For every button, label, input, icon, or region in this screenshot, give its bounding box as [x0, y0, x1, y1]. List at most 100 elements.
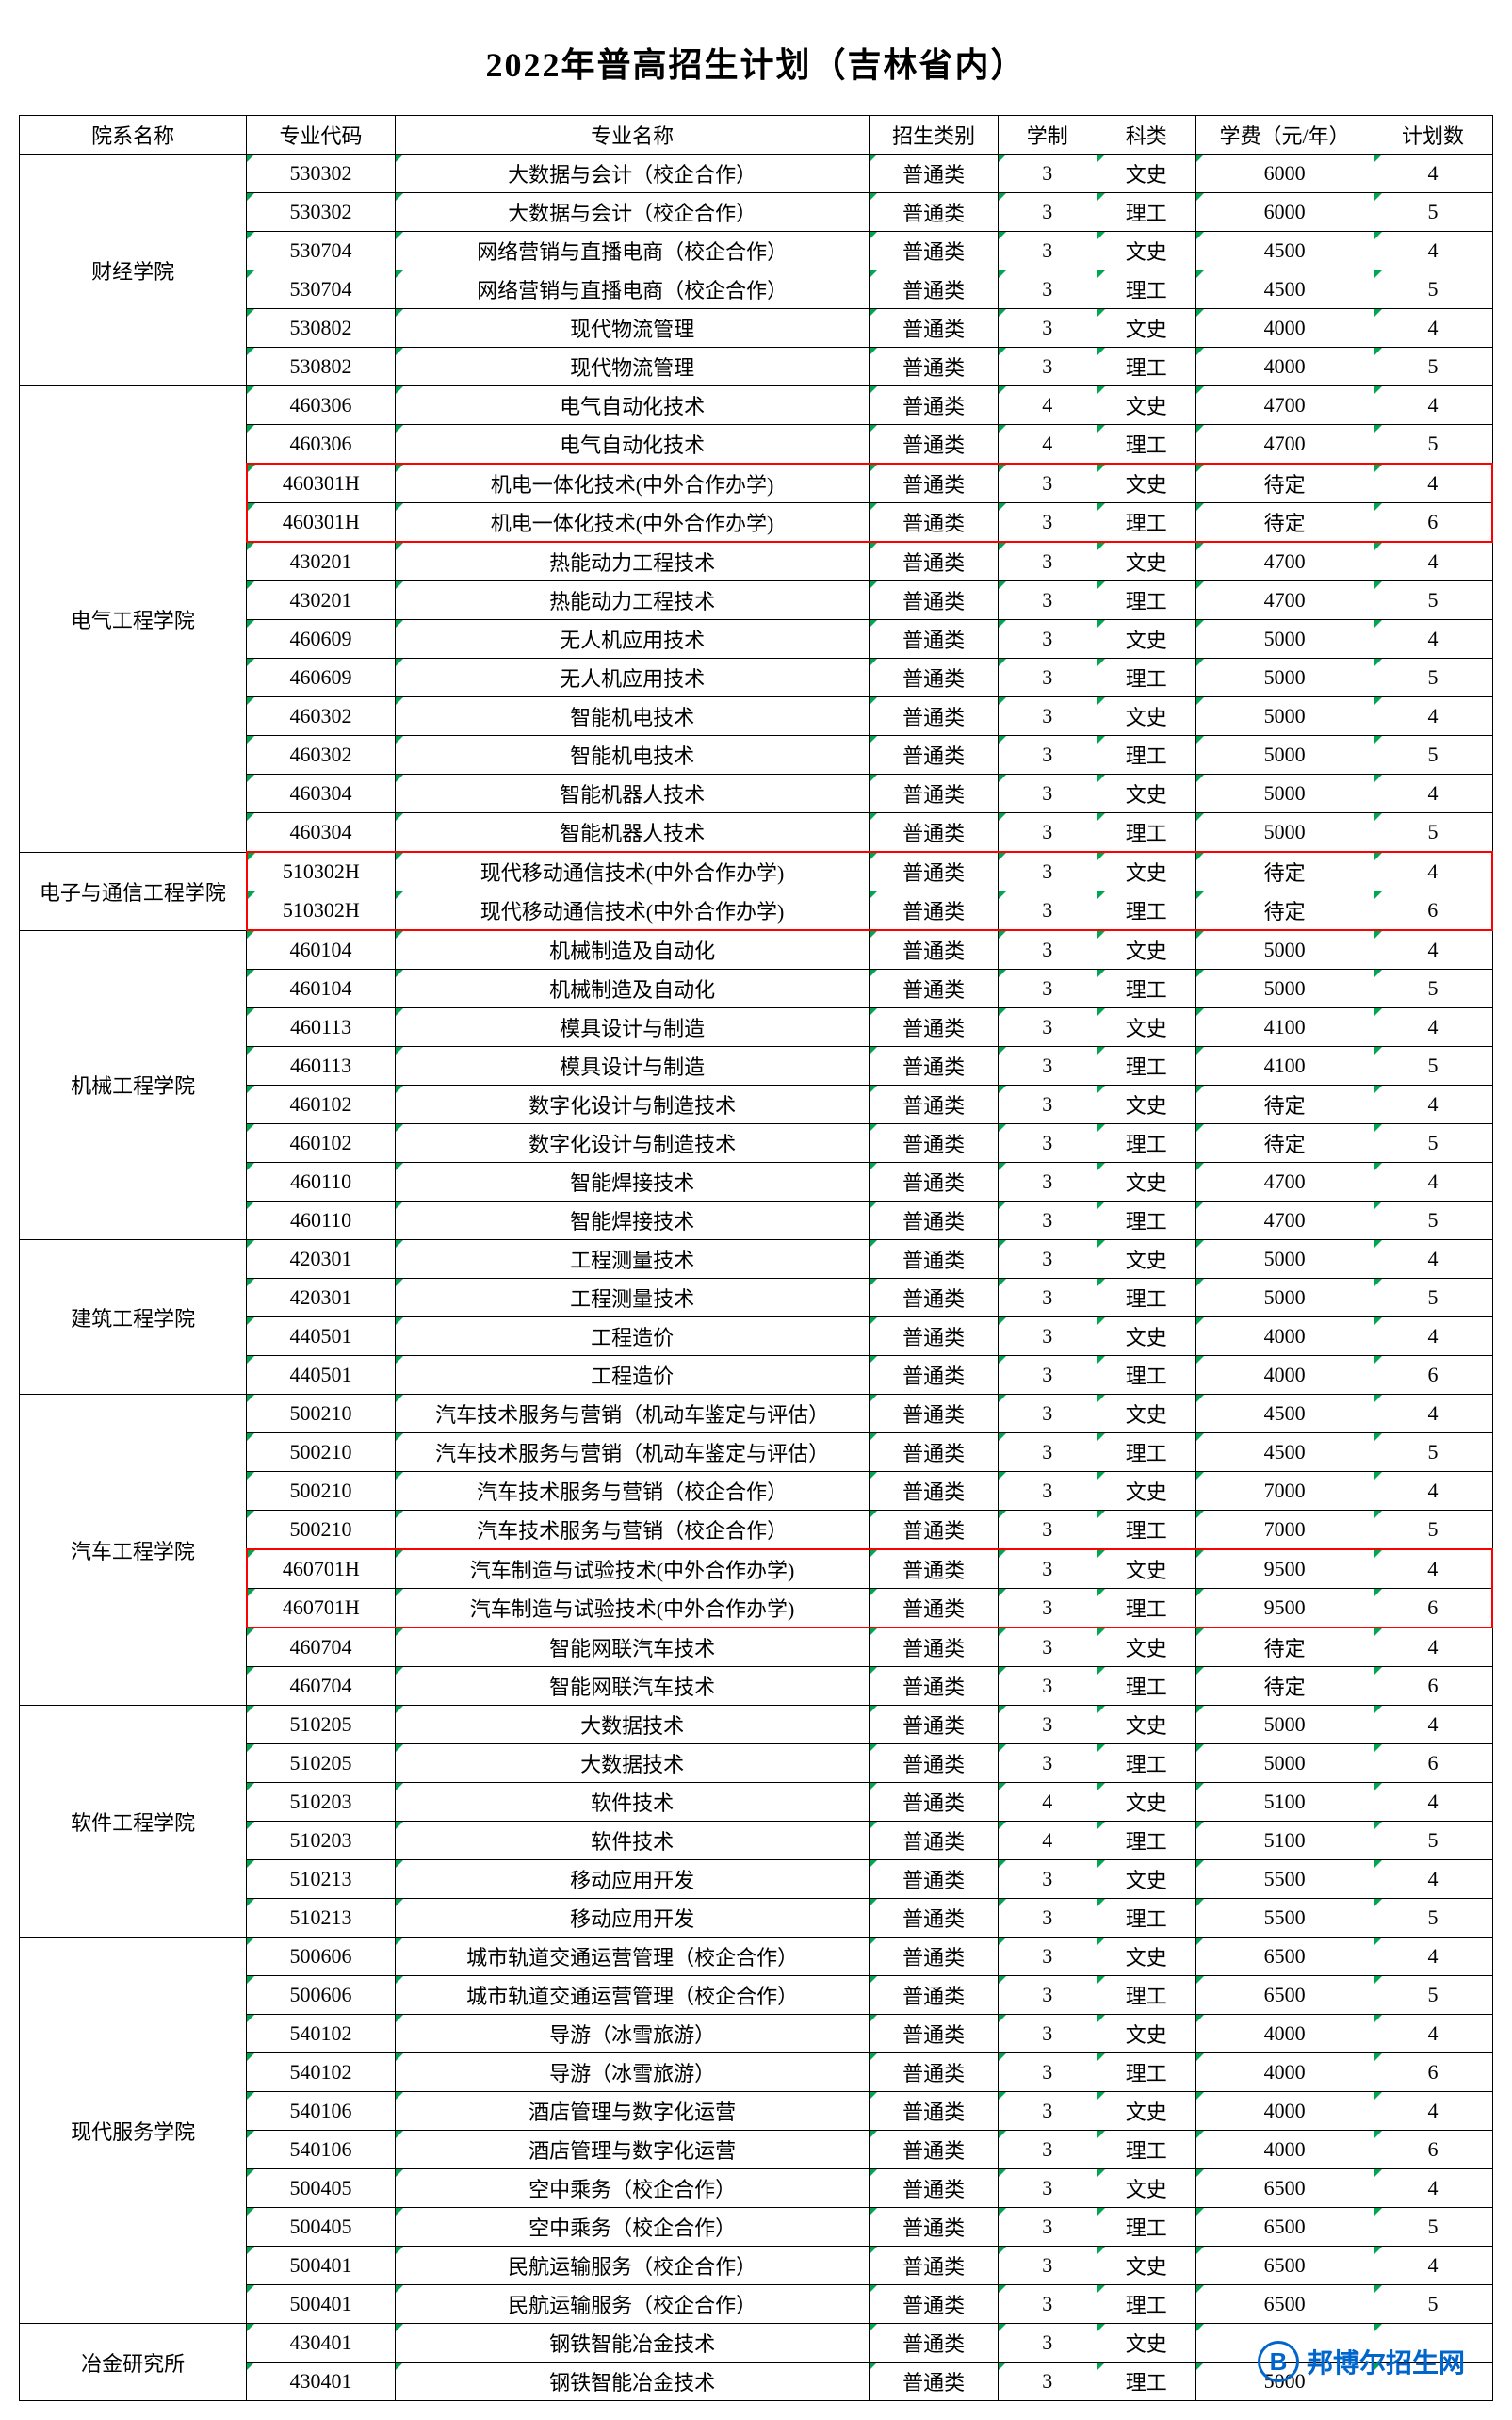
cell-subject: 理工: [1097, 659, 1195, 697]
cell-duration: 3: [998, 1549, 1097, 1589]
cell-duration: 3: [998, 891, 1097, 931]
cell-plan: 5: [1374, 2208, 1492, 2247]
cell-code: 500606: [247, 1976, 395, 2015]
cell-category: 普通类: [870, 1433, 998, 1472]
cell-fee: 待定: [1195, 891, 1374, 931]
cell-fee: 4000: [1195, 309, 1374, 348]
cell-code: 460701H: [247, 1549, 395, 1589]
cell-major: 空中乘务（校企合作）: [395, 2208, 870, 2247]
header-dept: 院系名称: [20, 116, 247, 155]
table-header-row: 院系名称 专业代码 专业名称 招生类别 学制 科类 学费（元/年） 计划数: [20, 116, 1493, 155]
cell-plan: 4: [1374, 1783, 1492, 1822]
cell-code: 460113: [247, 1047, 395, 1086]
cell-subject: 文史: [1097, 1317, 1195, 1356]
cell-subject: 文史: [1097, 620, 1195, 659]
cell-major: 智能网联汽车技术: [395, 1627, 870, 1667]
cell-duration: 3: [998, 2092, 1097, 2131]
cell-major: 现代移动通信技术(中外合作办学): [395, 852, 870, 891]
cell-plan: 6: [1374, 2131, 1492, 2169]
cell-plan: 5: [1374, 193, 1492, 232]
cell-duration: 3: [998, 970, 1097, 1008]
cell-fee: 6500: [1195, 2208, 1374, 2247]
header-category: 招生类别: [870, 116, 998, 155]
cell-code: 460304: [247, 813, 395, 853]
cell-subject: 理工: [1097, 581, 1195, 620]
cell-major: 模具设计与制造: [395, 1047, 870, 1086]
cell-code: 460301H: [247, 503, 395, 543]
cell-fee: 5100: [1195, 1822, 1374, 1860]
cell-subject: 文史: [1097, 697, 1195, 736]
watermark: B 邦博尔招生网: [1258, 2341, 1465, 2382]
cell-major: 工程造价: [395, 1356, 870, 1395]
cell-fee: 待定: [1195, 1124, 1374, 1163]
cell-code: 460306: [247, 425, 395, 465]
cell-major: 空中乘务（校企合作）: [395, 2169, 870, 2208]
cell-subject: 文史: [1097, 386, 1195, 425]
cell-department: 冶金研究所: [20, 2324, 247, 2401]
cell-code: 460102: [247, 1086, 395, 1124]
watermark-logo-icon: B: [1258, 2341, 1299, 2382]
cell-fee: 4100: [1195, 1008, 1374, 1047]
cell-category: 普通类: [870, 1356, 998, 1395]
cell-category: 普通类: [870, 1202, 998, 1240]
cell-duration: 3: [998, 1899, 1097, 1938]
cell-fee: 4500: [1195, 1395, 1374, 1433]
cell-duration: 3: [998, 193, 1097, 232]
cell-plan: 4: [1374, 1627, 1492, 1667]
cell-code: 500210: [247, 1395, 395, 1433]
cell-department: 现代服务学院: [20, 1938, 247, 2324]
watermark-text: 邦博尔招生网: [1307, 2343, 1465, 2380]
cell-category: 普通类: [870, 2053, 998, 2092]
cell-duration: 3: [998, 1472, 1097, 1511]
cell-duration: 3: [998, 1356, 1097, 1395]
cell-fee: 5000: [1195, 736, 1374, 775]
cell-subject: 文史: [1097, 542, 1195, 581]
cell-duration: 3: [998, 2208, 1097, 2247]
cell-plan: 5: [1374, 348, 1492, 386]
cell-category: 普通类: [870, 1589, 998, 1628]
cell-subject: 理工: [1097, 1976, 1195, 2015]
cell-duration: 3: [998, 2285, 1097, 2324]
cell-category: 普通类: [870, 542, 998, 581]
cell-major: 大数据技术: [395, 1706, 870, 1744]
cell-plan: 5: [1374, 1433, 1492, 1472]
cell-duration: 4: [998, 425, 1097, 465]
header-major: 专业名称: [395, 116, 870, 155]
cell-fee: 4000: [1195, 1317, 1374, 1356]
cell-duration: 3: [998, 1086, 1097, 1124]
cell-category: 普通类: [870, 581, 998, 620]
cell-duration: 3: [998, 503, 1097, 543]
cell-code: 430401: [247, 2363, 395, 2401]
cell-duration: 3: [998, 813, 1097, 853]
cell-plan: 6: [1374, 2053, 1492, 2092]
cell-subject: 文史: [1097, 464, 1195, 503]
cell-major: 汽车技术服务与营销（机动车鉴定与评估）: [395, 1395, 870, 1433]
cell-subject: 文史: [1097, 1706, 1195, 1744]
cell-major: 汽车技术服务与营销（机动车鉴定与评估）: [395, 1433, 870, 1472]
cell-subject: 文史: [1097, 1086, 1195, 1124]
cell-plan: 5: [1374, 1124, 1492, 1163]
cell-subject: 理工: [1097, 2363, 1195, 2401]
cell-category: 普通类: [870, 425, 998, 465]
cell-category: 普通类: [870, 155, 998, 193]
cell-major: 酒店管理与数字化运营: [395, 2131, 870, 2169]
cell-plan: 5: [1374, 2285, 1492, 2324]
cell-fee: 5500: [1195, 1860, 1374, 1899]
cell-duration: 3: [998, 659, 1097, 697]
header-plan: 计划数: [1374, 116, 1492, 155]
cell-major: 智能机器人技术: [395, 813, 870, 853]
cell-category: 普通类: [870, 464, 998, 503]
cell-category: 普通类: [870, 1822, 998, 1860]
cell-duration: 3: [998, 620, 1097, 659]
cell-duration: 3: [998, 1008, 1097, 1047]
cell-code: 500210: [247, 1433, 395, 1472]
cell-duration: 3: [998, 1667, 1097, 1706]
cell-code: 530302: [247, 193, 395, 232]
cell-code: 430401: [247, 2324, 395, 2363]
cell-code: 500606: [247, 1938, 395, 1976]
cell-duration: 3: [998, 1047, 1097, 1086]
cell-plan: 5: [1374, 659, 1492, 697]
cell-major: 智能机电技术: [395, 736, 870, 775]
cell-major: 热能动力工程技术: [395, 581, 870, 620]
cell-duration: 3: [998, 1433, 1097, 1472]
